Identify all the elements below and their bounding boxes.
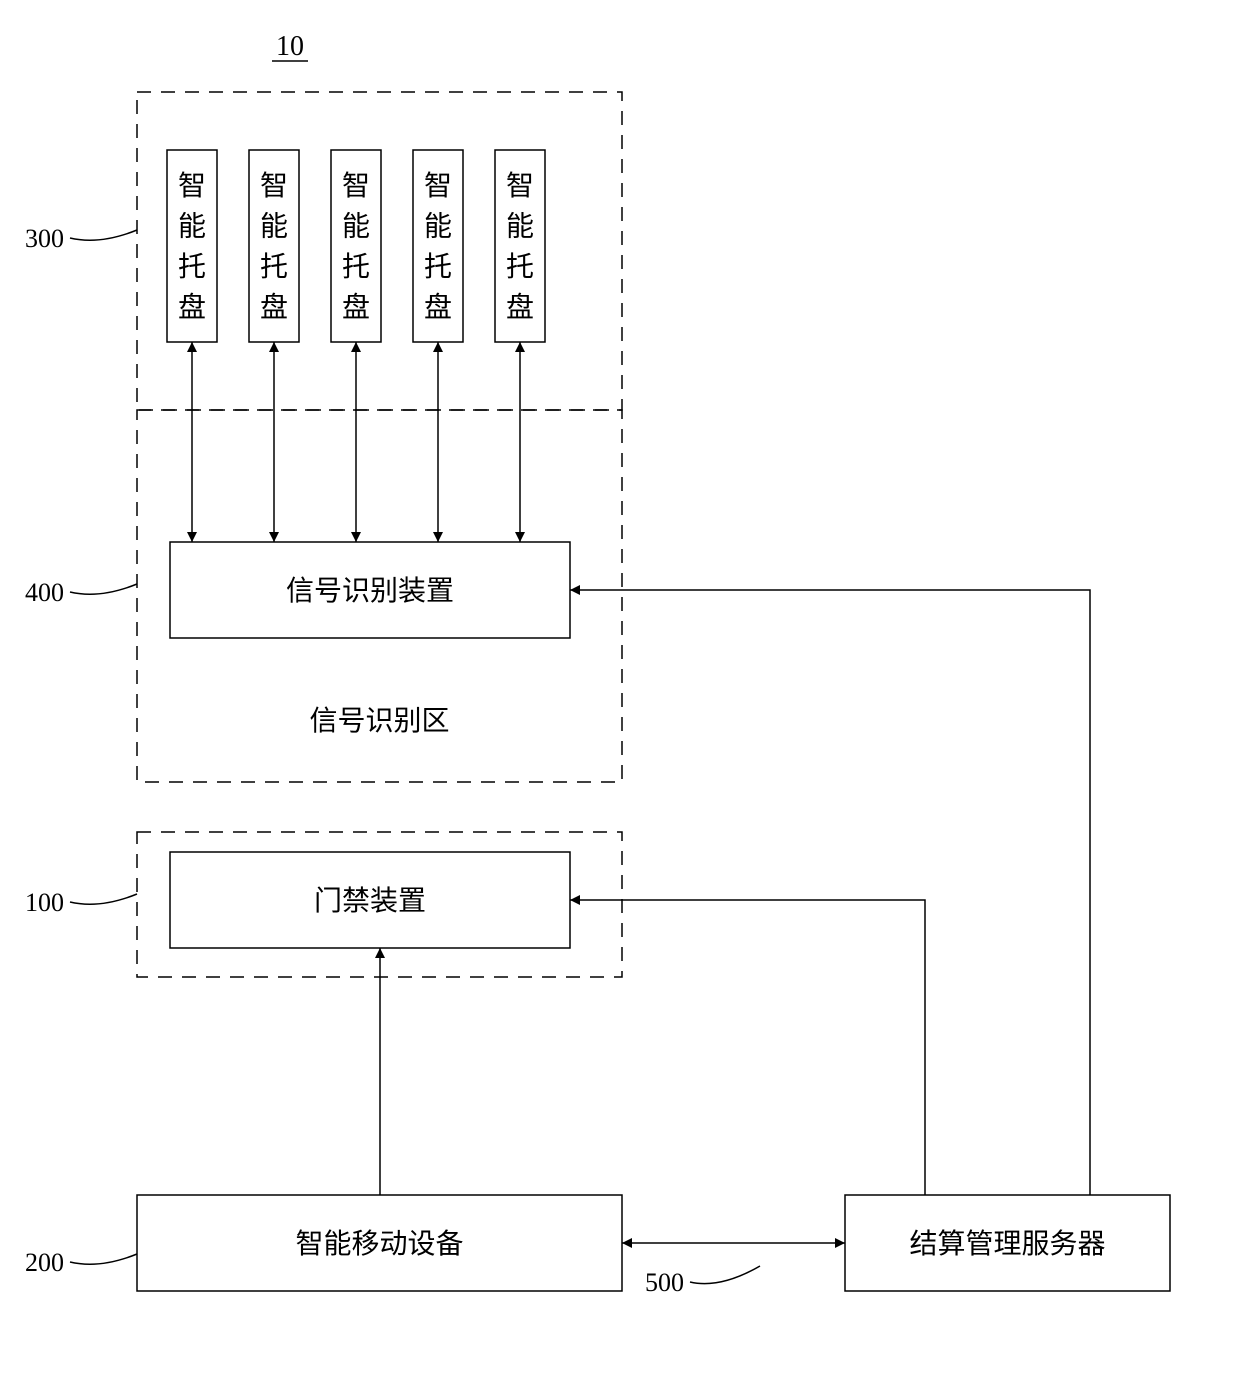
edge-7 [570,900,925,1195]
ref-leader-r200 [70,1254,137,1264]
node-gate_device-label: 门禁装置 [314,885,426,917]
ref-label-r100: 100 [25,888,64,917]
ref-leader-r500 [690,1266,760,1284]
ref-label-r200: 200 [25,1248,64,1277]
node-mobile_device-label: 智能移动设备 [295,1228,463,1260]
ref-leader-r400 [70,584,137,594]
node-signal_device-label: 信号识别装置 [286,575,454,607]
ref-label-r400: 400 [25,578,64,607]
ref-leader-r100 [70,894,137,904]
figure-ref-label: 10 [276,31,304,62]
node-server-label: 结算管理服务器 [909,1228,1105,1260]
signal-region-label: 信号识别区 [309,705,449,737]
ref-label-r500: 500 [645,1268,684,1297]
edge-8 [570,590,1090,1195]
ref-leader-r300 [70,230,137,240]
ref-label-r300: 300 [25,224,64,253]
